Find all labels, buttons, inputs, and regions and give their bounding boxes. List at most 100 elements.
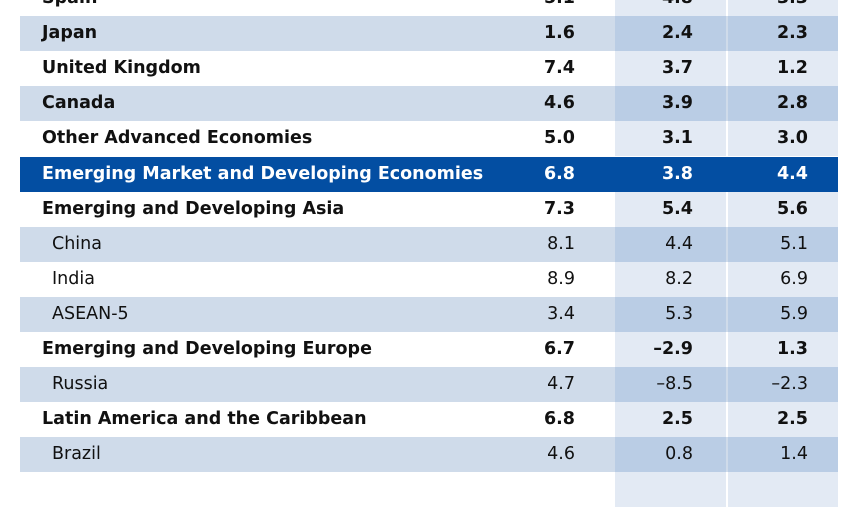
projection-band	[728, 121, 838, 157]
cell-value: 4.4	[776, 163, 808, 184]
projection-band	[615, 121, 726, 157]
cell-value: 4.4	[665, 233, 693, 254]
projection-band	[728, 332, 838, 367]
table-row: Spain 5.1 4.8 3.3	[20, 0, 838, 16]
cell-value: 3.7	[661, 58, 693, 79]
projection-band	[728, 0, 838, 16]
row-label: China	[52, 233, 102, 254]
projection-band	[615, 156, 726, 192]
projection-band	[728, 472, 838, 507]
cell-value: 7.4	[543, 58, 575, 79]
cell-value: 2.5	[776, 409, 808, 430]
cell-value: –2.9	[653, 339, 693, 359]
cell-value: 4.8	[613, 0, 693, 16]
cell-value: 1.6	[543, 23, 575, 44]
table-row: Canada 4.6 3.9 2.8	[20, 86, 838, 122]
row-label: ASEAN-5	[52, 303, 129, 324]
cell-value: 1.3	[776, 339, 808, 359]
cell-value: 6.9	[780, 268, 808, 289]
table-row: ASEAN-5 3.4 5.3 5.9	[20, 296, 838, 332]
table-row: Emerging Market and Developing Economies…	[20, 156, 838, 192]
cell-value: 2.8	[776, 93, 808, 114]
cell-value: 5.1	[780, 233, 808, 254]
row-label: Spain	[42, 0, 97, 16]
cell-value: 7.3	[543, 198, 575, 219]
cell-value: 8.2	[665, 268, 693, 289]
table-row: Other Advanced Economies 5.0 3.1 3.0	[20, 121, 838, 157]
row-label: Other Advanced Economies	[42, 128, 313, 149]
cell-value: 3.8	[661, 163, 693, 184]
table-row: United Kingdom 7.4 3.7 1.2	[20, 51, 838, 87]
cell-value: 5.1	[495, 0, 575, 16]
projection-band	[728, 86, 838, 122]
cell-value: 3.9	[661, 93, 693, 114]
projection-band	[615, 296, 726, 332]
table-row	[20, 472, 838, 507]
cell-value: 1.4	[780, 444, 808, 465]
cell-value: 2.5	[661, 409, 693, 430]
projection-band	[728, 437, 838, 473]
table-row: Latin America and the Caribbean 6.8 2.5 2.5	[20, 402, 838, 438]
projection-band	[728, 261, 838, 297]
row-label: Canada	[42, 93, 116, 114]
projection-band	[728, 367, 838, 403]
projection-band	[615, 0, 726, 16]
projection-band	[728, 296, 838, 332]
table-row: Emerging and Developing Asia 7.3 5.4 5.6	[20, 191, 838, 227]
projection-band	[615, 191, 726, 227]
row-label: Latin America and the Caribbean	[42, 409, 367, 430]
row-label: Emerging Market and Developing Economies	[42, 163, 484, 184]
projection-band	[615, 367, 726, 403]
cell-value: 6.8	[543, 409, 575, 430]
table-row: Japan 1.6 2.4 2.3	[20, 16, 838, 52]
cell-value: 2.4	[661, 23, 693, 44]
projection-band	[615, 261, 726, 297]
cell-value: 5.0	[543, 128, 575, 149]
cell-value: 2.3	[776, 23, 808, 44]
cell-value: 6.7	[543, 339, 575, 359]
table-row: Brazil 4.6 0.8 1.4	[20, 437, 838, 473]
row-label: Japan	[42, 23, 98, 44]
cell-value: 5.3	[665, 303, 693, 324]
cell-value: 3.0	[776, 128, 808, 149]
cell-value: –8.5	[656, 374, 693, 395]
cell-value: 6.8	[543, 163, 575, 184]
cell-value: 1.2	[776, 58, 808, 79]
cell-value: 4.6	[543, 93, 575, 114]
projection-band	[728, 156, 838, 192]
table-row: Emerging and Developing Europe 6.7 –2.9 1.3	[20, 332, 838, 367]
cell-value: 5.4	[661, 198, 693, 219]
projection-band	[728, 226, 838, 262]
cell-value: 3.1	[661, 128, 693, 149]
table-row: China 8.1 4.4 5.1	[20, 226, 838, 262]
row-label: United Kingdom	[42, 58, 201, 79]
table-row: India 8.9 8.2 6.9	[20, 261, 838, 297]
projection-band	[615, 16, 726, 52]
row-label: Russia	[52, 374, 109, 395]
cell-value: 3.4	[547, 303, 575, 324]
cell-value: 4.6	[547, 444, 575, 465]
cell-value: 5.9	[780, 303, 808, 324]
cell-value: 8.1	[547, 233, 575, 254]
row-label: Brazil	[52, 444, 101, 465]
cell-value: –2.3	[771, 374, 808, 395]
projection-band	[728, 16, 838, 52]
cell-value: 3.3	[728, 0, 808, 16]
page: Spain 5.1 4.8 3.3 Japan 1.6 2.4 2.3 United Kingd…	[20, 0, 838, 507]
projection-band	[615, 437, 726, 473]
projection-band	[615, 332, 726, 367]
cell-value: 5.6	[776, 198, 808, 219]
row-label: Emerging and Developing Europe	[42, 339, 372, 359]
cell-value: 4.7	[547, 374, 575, 395]
table-row: Russia 4.7 –8.5 –2.3	[20, 367, 838, 403]
projection-band	[728, 51, 838, 87]
projection-band	[615, 402, 726, 438]
row-label: India	[52, 268, 95, 289]
projection-band	[615, 472, 726, 507]
projection-band	[728, 191, 838, 227]
projection-band	[615, 51, 726, 87]
projection-band	[728, 402, 838, 438]
projection-band	[615, 226, 726, 262]
cell-value: 8.9	[547, 268, 575, 289]
row-label: Emerging and Developing Asia	[42, 198, 345, 219]
